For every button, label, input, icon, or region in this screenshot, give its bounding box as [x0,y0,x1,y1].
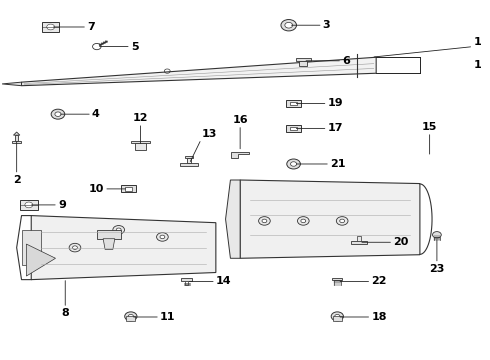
Text: 15: 15 [422,122,437,132]
Circle shape [93,44,101,50]
Polygon shape [22,230,41,265]
Circle shape [157,233,168,241]
Polygon shape [2,82,22,86]
Bar [126,316,135,321]
Bar [333,316,342,321]
Bar [131,141,150,143]
Text: 13: 13 [201,129,217,139]
Text: 11: 11 [160,312,175,322]
Text: 14: 14 [216,276,231,287]
Polygon shape [31,216,216,280]
Text: 16: 16 [232,115,248,125]
Bar [97,230,121,239]
Bar [135,143,147,150]
Polygon shape [26,244,55,276]
Bar [351,241,367,244]
Bar [185,156,193,158]
Text: 19: 19 [328,99,343,108]
Text: 20: 20 [393,237,409,247]
Circle shape [340,219,344,223]
Bar [185,281,189,285]
Circle shape [285,22,293,28]
Bar [180,163,198,166]
Circle shape [116,228,121,231]
Text: 23: 23 [429,264,444,274]
Bar [121,185,136,192]
Bar [187,158,191,163]
Bar [42,22,59,32]
Text: 5: 5 [131,41,139,51]
Polygon shape [103,239,115,249]
Polygon shape [225,180,240,258]
Text: 2: 2 [13,175,21,185]
Circle shape [259,217,270,225]
Polygon shape [231,152,249,158]
Bar [333,278,342,280]
Circle shape [335,314,340,318]
Text: 9: 9 [58,200,66,210]
Bar [181,278,192,281]
Text: 3: 3 [323,20,330,30]
Circle shape [125,312,137,321]
Bar [286,100,301,107]
Text: 10: 10 [89,184,104,194]
Bar [295,58,311,61]
Text: 4: 4 [92,109,100,119]
Polygon shape [13,132,20,135]
Text: 12: 12 [133,113,148,123]
Circle shape [281,19,296,31]
Text: 7: 7 [87,22,95,32]
Circle shape [128,314,133,318]
Circle shape [331,312,343,321]
Bar [357,236,361,241]
Text: 17: 17 [328,123,343,134]
Text: 8: 8 [61,308,69,318]
Bar [290,127,297,130]
Polygon shape [12,141,21,143]
Bar [290,102,297,105]
Polygon shape [240,180,420,258]
Text: 6: 6 [342,56,350,66]
Circle shape [113,226,124,234]
Circle shape [433,231,441,238]
Text: 22: 22 [371,276,387,287]
Circle shape [262,219,267,223]
Bar [20,200,38,210]
Bar [299,61,307,67]
Circle shape [291,162,296,166]
Text: 21: 21 [330,159,345,169]
Circle shape [69,243,81,252]
Bar [286,125,301,132]
Circle shape [287,159,300,169]
Circle shape [55,112,61,116]
Circle shape [51,109,65,119]
Text: 18: 18 [371,312,387,322]
Bar [124,187,132,190]
Text: 1: 1 [473,60,481,70]
Circle shape [73,246,77,249]
Circle shape [25,202,33,208]
Circle shape [336,217,348,225]
Polygon shape [15,135,18,141]
Circle shape [297,217,309,225]
Circle shape [47,24,54,30]
Text: 1: 1 [473,37,481,46]
Circle shape [301,219,306,223]
Circle shape [160,235,165,239]
Polygon shape [22,57,376,86]
